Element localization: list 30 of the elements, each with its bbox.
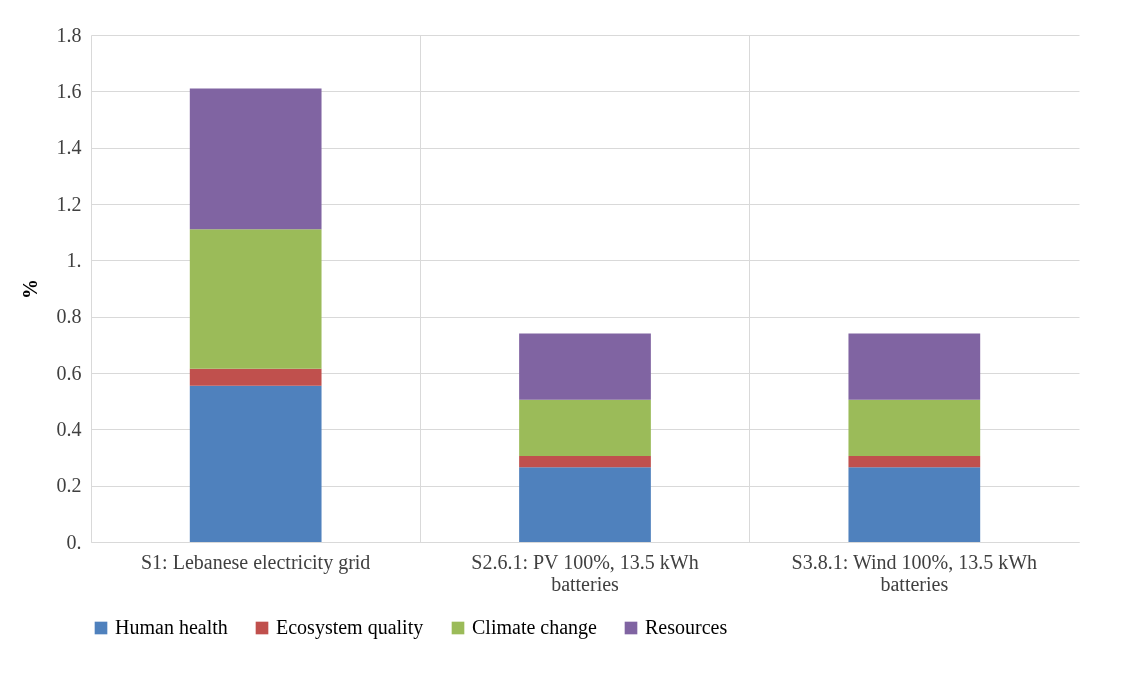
bar [848, 456, 981, 468]
bar [848, 333, 981, 400]
y-tick-label: 0.6 [56, 361, 82, 384]
bar [519, 467, 651, 542]
bar [519, 399, 651, 457]
bar [848, 399, 981, 457]
x-tick-label: S2.6.1: PV 100%, 13.5 kWh batteries [471, 550, 699, 595]
y-tick-label: 1.8 [56, 23, 82, 46]
bar [189, 385, 322, 542]
bar [848, 467, 981, 542]
legend-label: Resources [645, 616, 728, 638]
bar [189, 88, 322, 230]
bar [519, 456, 651, 468]
y-tick-label: 1.6 [56, 79, 82, 102]
y-tick-label: 0.4 [56, 417, 82, 440]
legend-label: Human health [115, 616, 228, 638]
y-tick-label: 0.8 [56, 305, 82, 328]
bar [189, 368, 322, 386]
legend-label: Ecosystem quality [276, 616, 424, 639]
x-tick-label: S1: Lebanese electricity grid [140, 550, 371, 574]
y-tick-label: 0. [66, 530, 82, 553]
y-tick-label: 1.4 [56, 136, 82, 159]
bar [519, 333, 651, 400]
x-tick-label: S3.8.1: Wind 100%, 13.5 kWh batteries [791, 550, 1038, 595]
y-tick-label: 1.2 [56, 192, 82, 215]
y-tick-label: 1. [66, 248, 82, 271]
legend-label: Climate change [472, 616, 598, 639]
bar [189, 229, 322, 369]
y-axis-title: % [18, 279, 41, 299]
y-tick-label: 0.2 [56, 474, 82, 497]
